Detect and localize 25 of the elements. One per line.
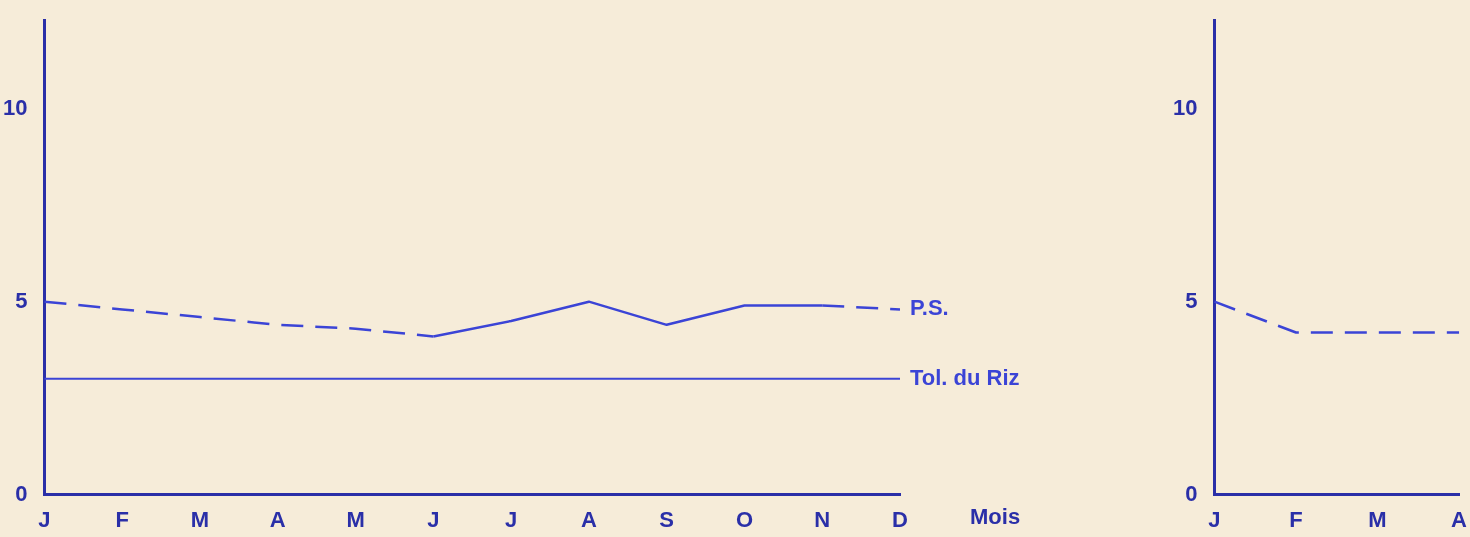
y-tick-label: 0 <box>1185 480 1198 506</box>
y-tick-label: 10 <box>1172 94 1198 120</box>
x-tick-label: A <box>580 506 597 532</box>
series-label: P.S. <box>910 295 949 321</box>
x-tick-label: S <box>659 506 675 532</box>
x-tick-label: F <box>1289 506 1303 532</box>
x-tick-label: O <box>735 506 754 532</box>
x-tick-label: J <box>427 506 440 532</box>
y-tick-label: 5 <box>1185 287 1198 313</box>
y-tick-label: 0 <box>15 480 28 506</box>
x-tick-label: A <box>1451 506 1468 532</box>
x-tick-label: J <box>1208 506 1221 532</box>
x-tick-label: D <box>892 506 908 532</box>
x-tick-label: F <box>115 506 129 532</box>
y-tick-label: 5 <box>15 287 28 313</box>
x-tick-label: N <box>814 506 831 532</box>
x-tick-label: A <box>269 506 286 532</box>
x-tick-label: M <box>346 506 365 532</box>
x-tick-label: M <box>1368 506 1387 532</box>
x-axis-title: Mois <box>970 503 1021 529</box>
x-tick-label: M <box>190 506 210 532</box>
y-tick-label: 10 <box>2 94 28 120</box>
x-tick-label: J <box>38 506 51 532</box>
x-tick-label: J <box>505 506 518 532</box>
ref-line-label: Tol. du Riz <box>910 364 1020 390</box>
